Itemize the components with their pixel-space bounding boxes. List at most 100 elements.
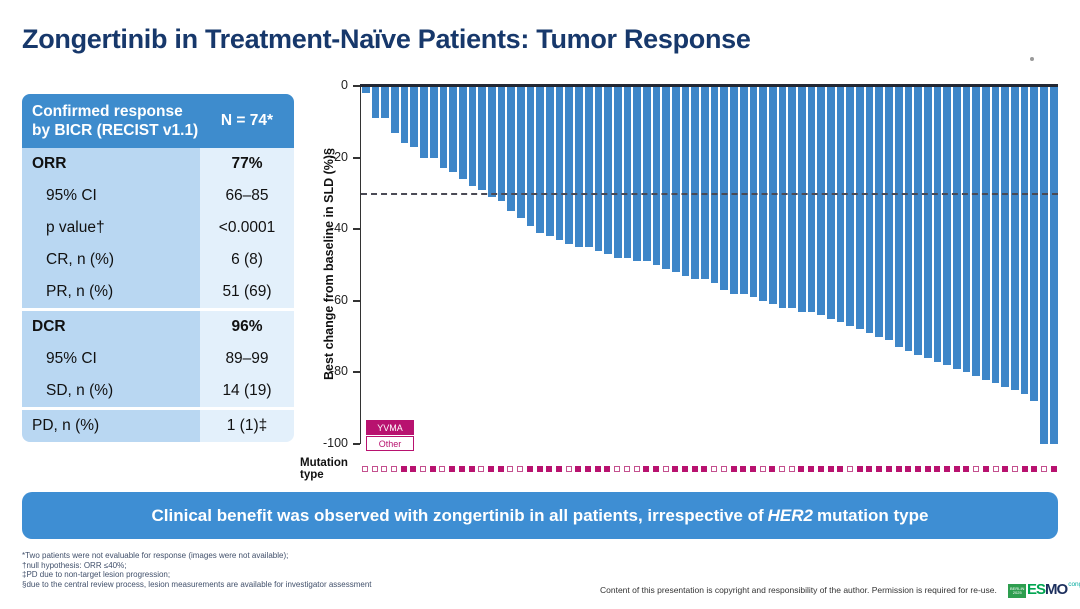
mutation-square-cell — [507, 466, 515, 472]
waterfall-bar — [885, 86, 893, 341]
waterfall-bar — [807, 86, 816, 312]
mutation-square — [410, 466, 417, 472]
mutation-square-cell — [866, 466, 874, 472]
waterfall-bar — [487, 86, 496, 197]
waterfall-bar — [972, 86, 980, 376]
mutation-square — [594, 466, 601, 472]
table-row-value: 66–85 — [200, 180, 294, 212]
waterfall-bar — [730, 86, 738, 294]
waterfall-bar — [933, 86, 942, 362]
table-row-label: 95% CI — [22, 180, 200, 212]
mutation-square-cell — [875, 466, 883, 472]
mutation-square — [973, 466, 980, 472]
mutation-square — [924, 466, 931, 472]
mutation-square — [575, 466, 582, 472]
waterfall-bar — [788, 86, 796, 308]
table-row-value: <0.0001 — [200, 212, 294, 244]
mutation-square-cell — [982, 466, 990, 472]
y-tick-mark — [353, 156, 360, 159]
mutation-square-cell — [448, 466, 456, 472]
y-tick-mark — [353, 371, 360, 374]
mutation-square — [497, 466, 504, 472]
waterfall-bar — [943, 86, 951, 366]
waterfall-bar — [642, 86, 651, 262]
banner-gene-name: HER2 — [767, 505, 814, 525]
mutation-square — [740, 466, 747, 472]
waterfall-bar — [420, 86, 428, 158]
waterfall-bar — [565, 86, 574, 244]
mutation-square — [604, 466, 611, 472]
waterfall-bar — [1030, 86, 1039, 402]
y-tick-mark — [353, 228, 360, 231]
y-tick-label: -20 — [329, 149, 348, 164]
mutation-square-cell — [769, 466, 777, 472]
esmo-logo-mo: MO — [1045, 581, 1068, 598]
mutation-square-cell — [1021, 466, 1029, 472]
mutation-square — [779, 466, 786, 472]
mutation-square-cell — [526, 466, 534, 472]
mutation-square — [458, 466, 465, 472]
mutation-square — [390, 466, 397, 472]
mutation-square — [837, 466, 844, 472]
mutation-square — [720, 466, 727, 472]
key-message-banner: Clinical benefit was observed with zonge… — [22, 492, 1058, 539]
mutation-square — [381, 466, 388, 472]
y-tick-label: -80 — [329, 364, 348, 379]
mutation-square-cell — [778, 466, 786, 472]
waterfall-bar — [904, 86, 913, 351]
mutation-square — [546, 466, 553, 472]
waterfall-bar — [875, 86, 884, 337]
mutation-square — [682, 466, 689, 472]
mutation-square-cell — [545, 466, 553, 472]
mutation-square — [769, 466, 776, 472]
esmo-badge: BERLIN 2025 — [1008, 584, 1026, 598]
waterfall-bar — [710, 86, 719, 283]
mutation-square — [914, 466, 921, 472]
mutation-square — [827, 466, 834, 472]
mutation-square — [817, 466, 824, 472]
table-row: ORR 77% — [22, 148, 294, 180]
mutation-square — [555, 466, 562, 472]
table-row: PR, n (%) 51 (69) — [22, 276, 294, 308]
mutation-square — [934, 466, 941, 472]
waterfall-bar — [701, 86, 709, 280]
mutation-square-cell — [1050, 466, 1058, 472]
cursor-dot — [1030, 57, 1034, 61]
mutation-type-label: Mutation type — [300, 457, 348, 481]
mutation-square-cell — [827, 466, 835, 472]
bar-series — [362, 86, 1058, 444]
mutation-square-cell — [536, 466, 544, 472]
mutation-square-cell — [885, 466, 893, 472]
mutation-square-cell — [807, 466, 815, 472]
mutation-square — [652, 466, 659, 472]
mutation-square — [429, 466, 436, 472]
waterfall-bar — [555, 86, 564, 240]
mutation-square-cell — [487, 466, 495, 472]
waterfall-bar — [594, 86, 603, 251]
waterfall-bar — [817, 86, 825, 316]
mutation-square-cell — [933, 466, 941, 472]
mutation-square-cell — [390, 466, 398, 472]
footnotes: *Two patients were not evaluable for res… — [22, 551, 372, 589]
waterfall-bar — [923, 86, 932, 359]
waterfall-bar — [429, 86, 438, 158]
mutation-square-cell — [749, 466, 757, 472]
mutation-square — [662, 466, 669, 472]
mutation-square — [808, 466, 815, 472]
table-row-label: PD, n (%) — [22, 410, 200, 442]
mutation-square-cell — [992, 466, 1000, 472]
mutation-square-cell — [371, 466, 379, 472]
mutation-type-row: Mutation type — [300, 457, 1058, 481]
legend: YVMA Other — [366, 420, 414, 452]
table-row-value: 96% — [200, 311, 294, 343]
waterfall-bar — [720, 86, 729, 291]
mutation-square-cell — [914, 466, 922, 472]
mutation-square-cell — [419, 466, 427, 472]
mutation-square — [711, 466, 718, 472]
mutation-square-cell — [1040, 466, 1048, 472]
mutation-square — [876, 466, 883, 472]
mutation-square — [788, 466, 795, 472]
waterfall-bar — [1011, 86, 1019, 391]
waterfall-chart: Best change from baseline in SLD (%)§ YV… — [300, 75, 1062, 475]
mutation-square — [798, 466, 805, 472]
